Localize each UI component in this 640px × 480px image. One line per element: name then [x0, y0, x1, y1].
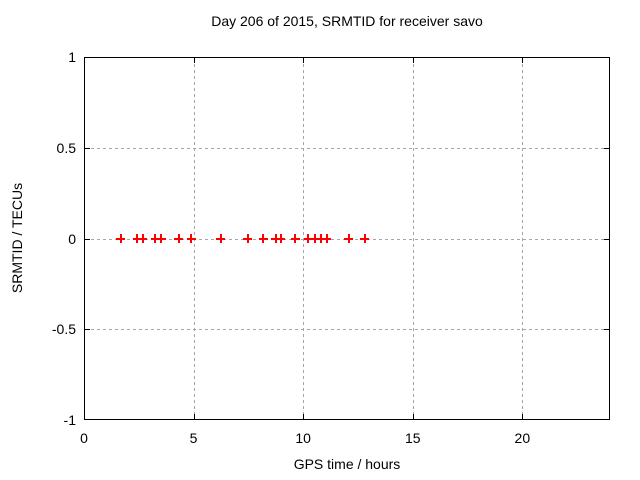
x-tick-label: 5: [189, 430, 198, 446]
y-tick-label: -1: [63, 412, 76, 428]
y-tick-label: 1: [68, 49, 76, 65]
data-point-marker: [271, 234, 281, 243]
marker-v-bar: [154, 234, 156, 243]
data-point-marker: [322, 234, 332, 243]
y-tick-right: [604, 238, 609, 240]
data-point-marker: [116, 234, 126, 243]
y-tick-label: 0: [68, 230, 76, 247]
marker-v-bar: [363, 234, 366, 243]
data-point-marker: [138, 234, 148, 243]
marker-v-bar: [177, 234, 180, 243]
y-tick-left: [85, 238, 90, 240]
data-point-marker: [276, 234, 286, 243]
data-point-marker: [186, 234, 196, 243]
x-tick-bottom: [522, 414, 524, 419]
data-point-marker: [344, 234, 354, 243]
marker-v-bar: [274, 234, 277, 243]
data-point-marker: [132, 234, 142, 243]
x-tick-label: 15: [404, 430, 421, 446]
y-gridline: [85, 329, 609, 331]
marker-v-bar: [307, 234, 310, 243]
y-gridline: [85, 147, 609, 149]
marker-v-bar: [160, 234, 163, 243]
data-point-marker: [150, 234, 160, 243]
marker-v-bar: [262, 234, 265, 243]
marker-v-bar: [136, 234, 139, 243]
data-point-marker: [316, 234, 326, 243]
x-tick-label: 0: [80, 430, 88, 446]
x-tick-bottom: [193, 414, 195, 419]
x-tick-label: 10: [295, 430, 311, 446]
marker-v-bar: [313, 234, 316, 243]
data-point-marker: [258, 234, 268, 243]
marker-v-bar: [119, 234, 122, 243]
marker-v-bar: [294, 234, 297, 243]
data-point-marker: [156, 234, 166, 243]
marker-v-bar: [190, 234, 193, 243]
marker-v-bar: [347, 234, 350, 243]
y-tick-label: -0.5: [51, 321, 76, 338]
x-tick-bottom: [412, 414, 414, 419]
y-tick-left: [85, 147, 90, 149]
marker-v-bar: [279, 234, 282, 243]
data-point-marker: [360, 234, 370, 243]
x-tick-top: [522, 58, 524, 63]
data-point-marker: [303, 234, 313, 243]
y-tick-right: [604, 147, 609, 149]
data-point-marker: [243, 234, 253, 243]
x-axis-label: GPS time / hours: [293, 456, 401, 472]
data-point-marker: [174, 234, 184, 243]
x-tick-top: [193, 58, 195, 63]
x-tick-bottom: [303, 414, 305, 419]
y-tick-right: [604, 329, 609, 331]
x-tick-label: 20: [514, 430, 531, 446]
marker-v-bar: [319, 234, 322, 243]
marker-v-bar: [325, 234, 328, 243]
chart-title: Day 206 of 2015, SRMTID for receiver sav…: [211, 13, 483, 29]
y-tick-left: [85, 329, 90, 331]
y-tick-label: 0.5: [56, 139, 76, 156]
data-point-marker: [216, 234, 226, 243]
marker-v-bar: [219, 234, 222, 243]
x-tick-top: [412, 58, 414, 63]
x-tick-top: [303, 58, 305, 63]
marker-v-bar: [141, 234, 144, 243]
marker-v-bar: [246, 234, 249, 243]
data-point-marker: [310, 234, 320, 243]
data-point-marker: [290, 234, 300, 243]
